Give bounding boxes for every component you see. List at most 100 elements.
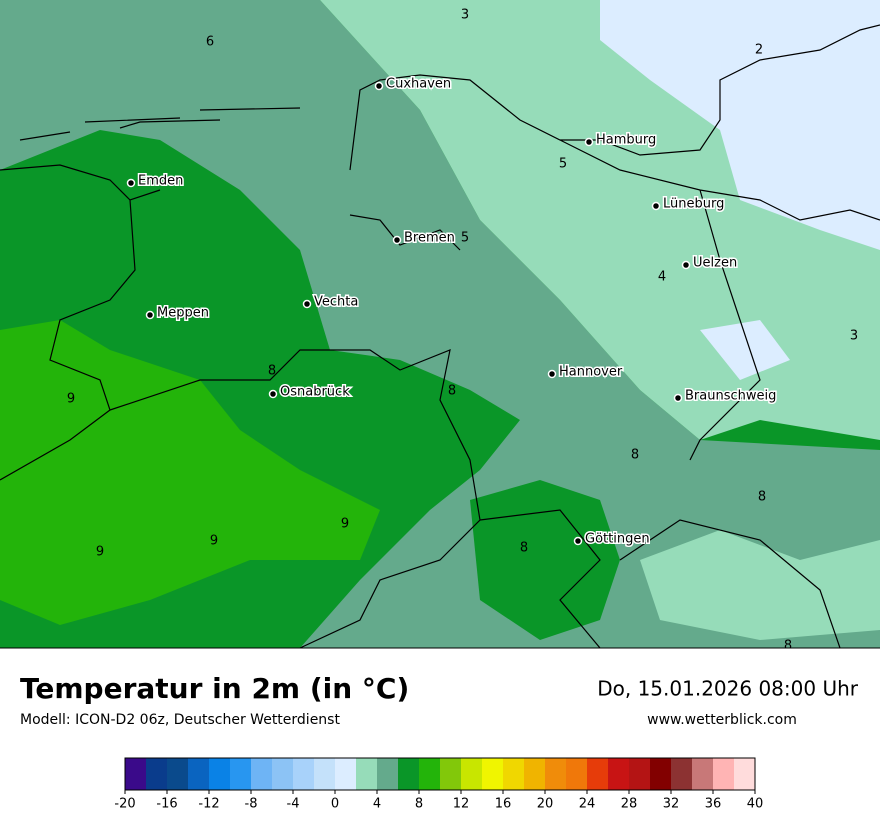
city-dot (268, 389, 278, 399)
city-label: Emden (138, 174, 183, 189)
colorbar-bin (545, 758, 566, 790)
city-label: Hannover (559, 365, 623, 380)
contour-label: 8 (520, 541, 528, 556)
colorbar-bin (524, 758, 545, 790)
colorbar-bin (419, 758, 440, 790)
contour-label: 6 (206, 35, 214, 50)
islands (19, 107, 301, 141)
city-label: Uelzen (693, 256, 737, 271)
cities: Cuxhaven Hamburg Emden Lüneburg Bremen Uelzen… (126, 75, 778, 548)
colorbar-bin (692, 758, 713, 790)
colorbar-bin (356, 758, 377, 790)
contour-label: 9 (210, 534, 218, 549)
city-dot (547, 369, 557, 379)
colorbar-bin (608, 758, 629, 790)
colorbar-tick-label: -12 (198, 797, 219, 812)
contour-label: 8 (268, 364, 276, 379)
colorbar-tick-label: 8 (415, 797, 423, 812)
colorbar-bin (272, 758, 293, 790)
colorbar-bin (734, 758, 755, 790)
city-label: Meppen (157, 306, 209, 321)
city-label: Göttingen (585, 532, 650, 547)
city-dot (374, 81, 384, 91)
contour-labels: 3 6 2 5 5 4 3 8 8 9 8 8 9 9 8 9 8 (67, 8, 858, 654)
contour-label: 8 (758, 490, 766, 505)
temp-area (0, 320, 380, 625)
contour-label: 3 (850, 329, 858, 344)
footer (0, 648, 880, 830)
colorbar-tick-label: -4 (287, 797, 300, 812)
colorbar-bin (146, 758, 167, 790)
colorbar-bin (377, 758, 398, 790)
contour-label: 5 (559, 157, 567, 172)
city-dot (126, 178, 136, 188)
colorbar-tick-label: 24 (579, 797, 596, 812)
city-label: Bremen (404, 231, 455, 246)
colorbar-bin (440, 758, 461, 790)
city-dot (573, 536, 583, 546)
contour-label: 9 (96, 545, 104, 560)
city-label: Osnabrück (280, 385, 350, 400)
contour-label: 3 (461, 8, 469, 23)
colorbar-bin (671, 758, 692, 790)
contour-label: 8 (448, 384, 456, 399)
city-label: Braunschweig (685, 389, 776, 404)
colorbar-frame (124, 757, 756, 791)
colorbar-bin (209, 758, 230, 790)
colorbar-bin (503, 758, 524, 790)
colorbar-bin (650, 758, 671, 790)
title: Temperatur in 2m (in °C) (20, 672, 409, 705)
temp-area (0, 0, 880, 648)
temp-area (470, 480, 620, 640)
colorbar-bin (398, 758, 419, 790)
city-label: Cuxhaven (386, 77, 451, 92)
colorbar-tick-label: 16 (495, 797, 512, 812)
contour-label: 5 (461, 231, 469, 246)
city-dot (584, 137, 594, 147)
city-dot (145, 310, 155, 320)
contour-label: 8 (784, 639, 792, 654)
colorbar-bin (629, 758, 650, 790)
colorbar-tick-label: 36 (705, 797, 722, 812)
colorbar-bin (167, 758, 188, 790)
colorbar-tick-label: 4 (373, 797, 381, 812)
contour-label: 9 (341, 517, 349, 532)
border (0, 164, 841, 649)
colorbar-tick-label: -16 (156, 797, 177, 812)
map (0, 0, 880, 649)
colorbar-bin (713, 758, 734, 790)
city-label: Vechta (314, 295, 358, 310)
contour-label: 8 (631, 448, 639, 463)
city-dot (392, 235, 402, 245)
colorbar-bin (566, 758, 587, 790)
colorbar-bin (461, 758, 482, 790)
coastline (349, 24, 880, 251)
date: Do, 15.01.2026 08:00 Uhr (597, 677, 859, 701)
colorbar-bin (314, 758, 335, 790)
city-dot (302, 299, 312, 309)
city-dot (651, 201, 661, 211)
subtitle: Modell: ICON-D2 06z, Deutscher Wetterdie… (20, 712, 340, 728)
colorbar-bin (230, 758, 251, 790)
temp-area (700, 320, 790, 380)
colorbar-tick-label: 0 (331, 797, 339, 812)
city-dot (673, 393, 683, 403)
colorbar-tick-label: 12 (453, 797, 470, 812)
contour-label: 9 (67, 392, 75, 407)
colorbar-bin (251, 758, 272, 790)
city-label: Hamburg (596, 133, 656, 148)
temp-area (600, 0, 880, 250)
colorbar-bin (482, 758, 503, 790)
city-label: Lüneburg (663, 197, 724, 212)
colorbar-tick-label: 32 (663, 797, 680, 812)
colorbar-bin (587, 758, 608, 790)
colorbar-tick-label: 40 (747, 797, 764, 812)
colorbar-tick-label: -8 (245, 797, 258, 812)
colorbar-tick-label: 28 (621, 797, 638, 812)
colorbar-bin (293, 758, 314, 790)
website: www.wetterblick.com (647, 712, 797, 728)
colorbar-bin (125, 758, 146, 790)
temp-area (640, 530, 880, 640)
colorbar-bin (335, 758, 356, 790)
